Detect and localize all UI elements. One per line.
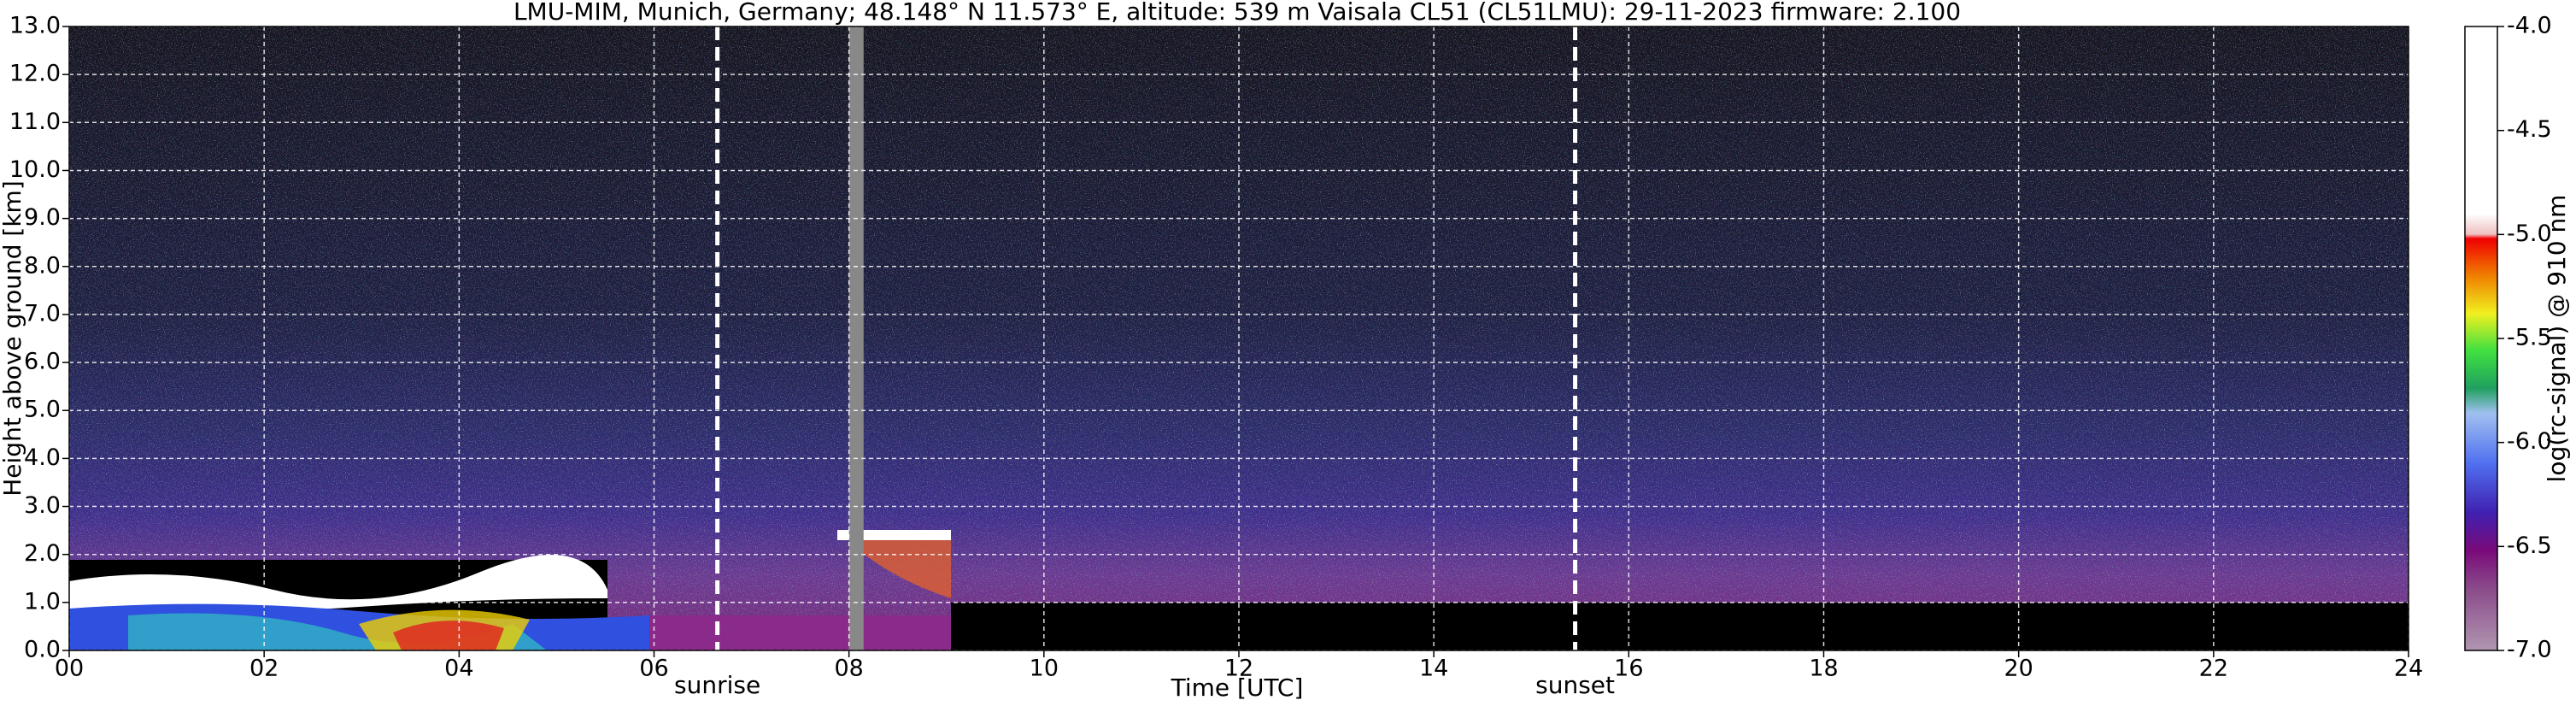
colorbar-tick-label: -6.5 [2507,532,2552,559]
x-tick-label: 06 [639,656,668,682]
annotation-label: sunset [1535,671,1615,699]
x-tick-label: 20 [2004,656,2033,682]
y-tick-label: 3.0 [24,492,61,519]
x-axis-label: Time [UTC] [1171,674,1304,702]
colorbar-label: log(rc-signal) @ 910 nm [2543,195,2571,483]
y-tick-label: 2.0 [24,540,61,567]
cloud-layer [854,530,951,598]
y-tick-label: 5.0 [24,397,61,423]
cloud-layer [128,613,547,650]
x-tick-label: 14 [1419,656,1448,682]
colorbar-tick-label: -4.0 [2507,13,2552,39]
x-tick-label: 22 [2199,656,2228,682]
y-tick-label: 12.0 [9,61,61,87]
colorbar-tick-label: -6.0 [2507,428,2552,455]
y-tick-label: 4.0 [24,444,61,471]
x-tick-label: 02 [249,656,279,682]
colorbar-tick-label: -4.5 [2507,116,2552,143]
y-tick-label: 1.0 [24,588,61,615]
chart-title: LMU-MIM, Munich, Germany; 48.148° N 11.5… [513,0,1961,26]
heatmap-low-signal [951,603,2409,650]
x-tick-label: 08 [834,656,863,682]
y-tick-label: 9.0 [24,204,61,231]
colorbar-tick-label: -7.0 [2507,637,2552,663]
colorbar [2464,26,2498,651]
x-tick-label: 10 [1030,656,1059,682]
x-tick-label: 04 [444,656,473,682]
y-axis-label: Height above ground [km] [0,180,26,497]
plot-area [69,26,2409,650]
y-tick-label: 10.0 [9,156,61,183]
x-tick-label: 16 [1614,656,1643,682]
cloud-layer [649,615,951,650]
y-tick-label: 7.0 [24,300,61,327]
cloud-layer [69,555,607,612]
plot-frame [68,26,2409,651]
colorbar-tick-label: -5.5 [2507,325,2552,351]
x-tick-label: 18 [1809,656,1838,682]
y-tick-label: 13.0 [9,13,61,39]
y-tick-label: 11.0 [9,109,61,135]
y-tick-label: 6.0 [24,349,61,375]
colorbar-tick-label: -5.0 [2507,221,2552,247]
annotation-label: sunrise [674,671,760,699]
cloud-layer [837,530,951,540]
y-tick-label: 8.0 [24,252,61,279]
x-tick-label: 00 [55,656,84,682]
cloud-layer [393,621,504,650]
x-tick-label: 24 [2394,656,2423,682]
data-gap [848,26,864,650]
x-tick-label: 12 [1224,656,1253,682]
y-tick-label: 0.0 [24,637,61,663]
